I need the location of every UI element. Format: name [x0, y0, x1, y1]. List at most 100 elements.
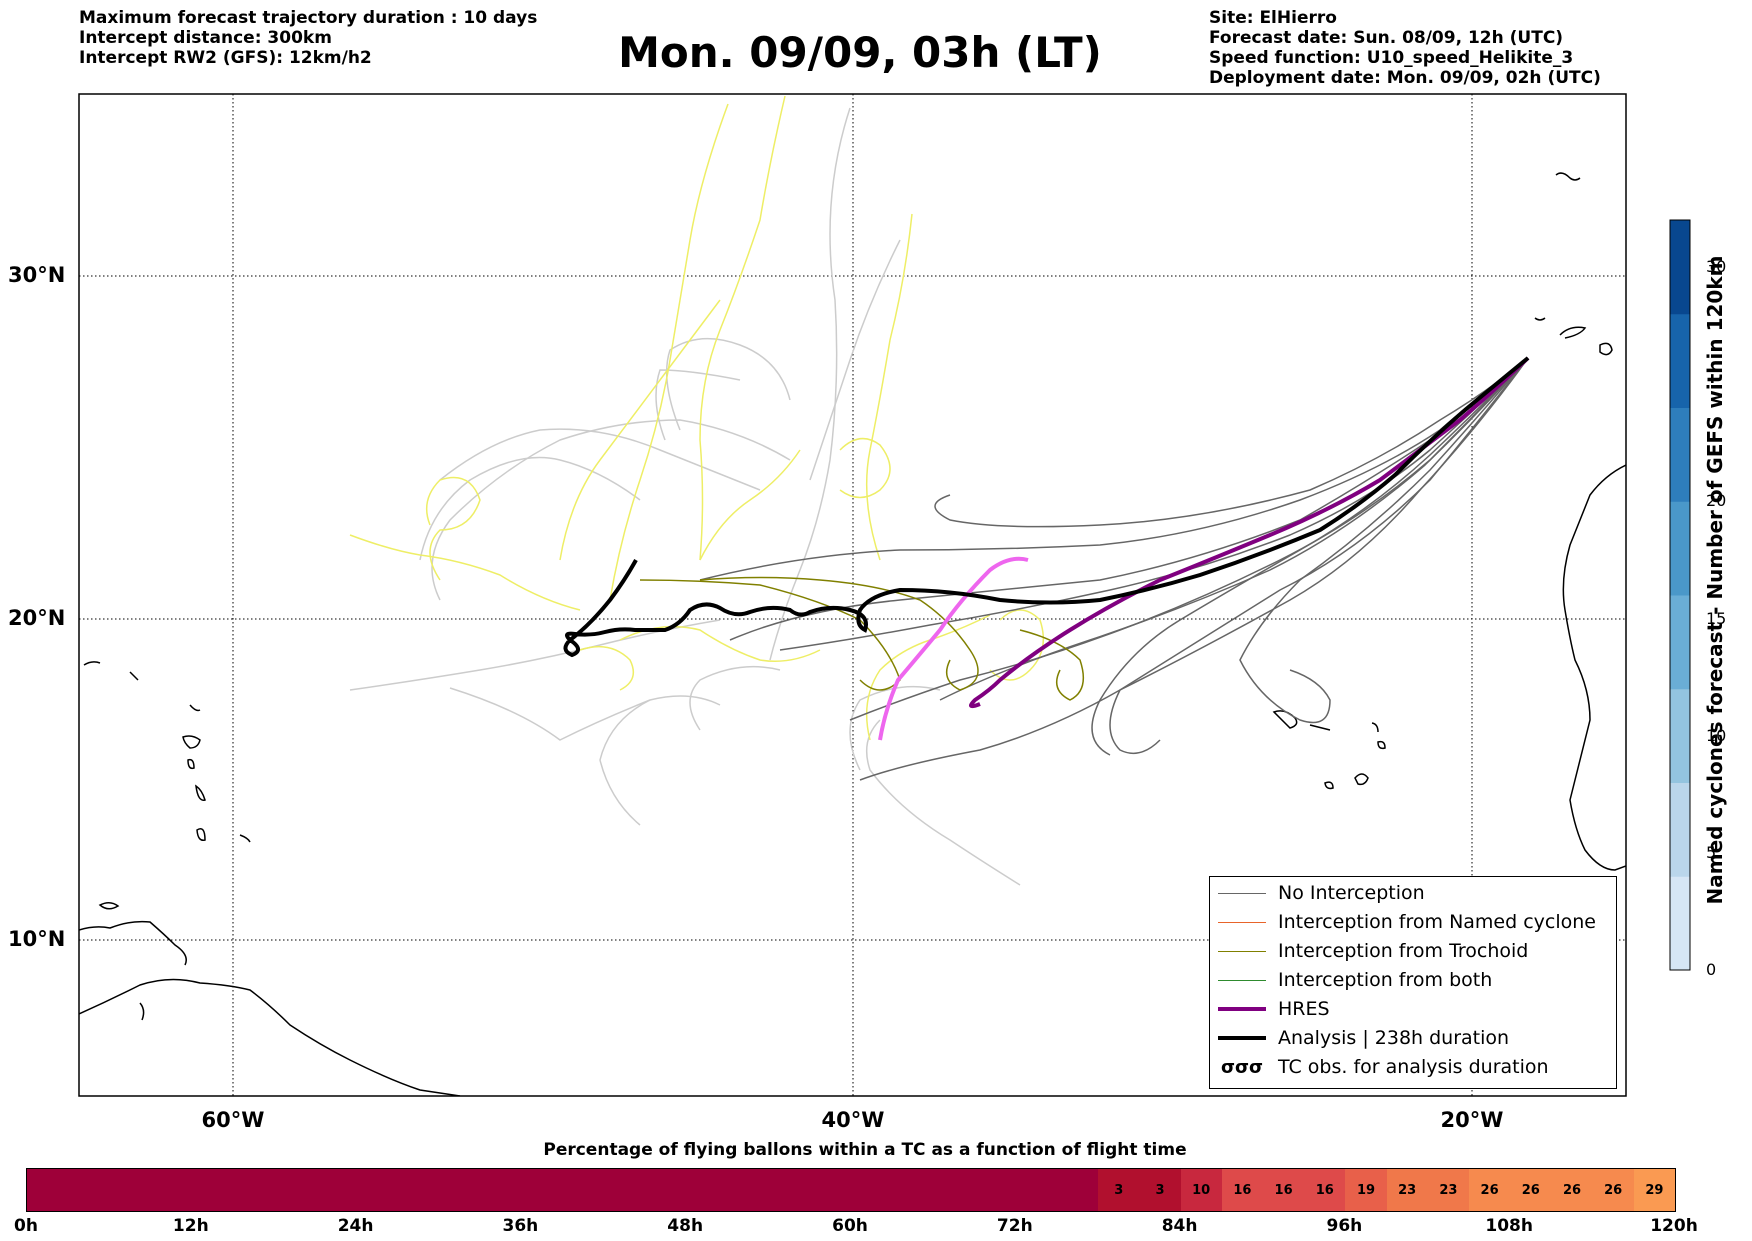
flight-time-tick: 24h	[337, 1216, 374, 1236]
grey-trajectory	[689, 665, 781, 731]
flight-time-tick: 84h	[1161, 1216, 1198, 1236]
legend-item-no-interception: No Interception	[1218, 880, 1425, 906]
flight-time-tick: 36h	[502, 1216, 539, 1236]
coast-islands-south	[98, 902, 145, 1021]
yellow-trajectory	[699, 449, 801, 561]
map-frame	[78, 93, 1627, 1097]
colorbar-label: Named cyclones forecast - Number of GEFS…	[1703, 255, 1727, 905]
flight-time-cell: 29	[1633, 1169, 1675, 1211]
coast-africa	[1562, 464, 1626, 871]
lon-label-20: 20°W	[1440, 1108, 1504, 1132]
flight-time-cell: 23	[1386, 1169, 1428, 1211]
grey-trajectory	[769, 107, 851, 661]
grey-trajectory	[449, 687, 651, 741]
deployment-date-text: Deployment date: Mon. 09/09, 02h (UTC)	[1209, 68, 1601, 88]
yellow-trajectory	[865, 213, 913, 561]
legend-item-trochoid: Interception from Trochoid	[1218, 938, 1528, 964]
colorbar-tick-5: 5	[1706, 843, 1717, 862]
colorbar-segment	[1670, 595, 1690, 690]
tc-symbol-icon: σσσ	[1220, 1056, 1264, 1078]
colorbar-segment	[1670, 313, 1690, 408]
forecast-date-text: Forecast date: Sun. 08/09, 12h (UTC)	[1209, 28, 1564, 48]
no-interception-trajectory	[939, 357, 1529, 701]
colorbar-tick-30: 30	[1706, 257, 1727, 276]
colorbar-tick-20: 20	[1706, 491, 1727, 510]
lat-label-10: 10°N	[8, 927, 66, 951]
flight-time-tick: 72h	[996, 1216, 1033, 1236]
legend-swatch	[1218, 950, 1266, 952]
legend-label: Interception from Trochoid	[1278, 940, 1529, 962]
no-interception-trajectory	[934, 357, 1529, 528]
header-right: Site: ElHierro Forecast date: Sun. 08/09…	[1209, 8, 1601, 88]
coastlines	[79, 172, 1626, 1096]
coast-south-america	[79, 978, 461, 1096]
ensemble-grey-trajectories	[349, 107, 1021, 886]
legend-item-named-cyclone: Interception from Named cyclone	[1218, 909, 1596, 935]
no-interception-trajectory	[1239, 357, 1529, 724]
intercept-rw2-text: Intercept RW2 (GFS): 12km/h2	[79, 48, 372, 68]
yellow-trajectory	[865, 614, 991, 741]
legend-item-tc-obs: σσσ TC obs. for analysis duration	[1218, 1054, 1549, 1080]
yellow-trajectory	[349, 534, 581, 611]
coast-canaries	[1534, 317, 1613, 356]
flight-time-cell: 3	[1098, 1169, 1140, 1211]
legend-swatch	[1218, 921, 1266, 923]
colorbar-segment	[1670, 501, 1690, 596]
grey-trajectory	[431, 419, 791, 601]
coast-portugal-islands	[1555, 172, 1581, 181]
flight-time-tick: 96h	[1326, 1216, 1363, 1236]
lon-label-60: 60°W	[201, 1108, 265, 1132]
flight-time-cell: 26	[1551, 1169, 1593, 1211]
flight-time-tick: 60h	[832, 1216, 868, 1236]
flight-time-cell: 16	[1263, 1169, 1305, 1211]
legend-label: No Interception	[1278, 882, 1425, 904]
legend-swatch	[1218, 979, 1266, 981]
legend-label: Interception from Named cyclone	[1278, 911, 1596, 933]
flight-time-bar: 3 3 10 16 16 16 19 23 23 26 26 26 26 29	[26, 1168, 1676, 1212]
grey-trajectory	[849, 685, 941, 771]
yellow-trajectory	[839, 437, 891, 499]
yellow-trajectory	[559, 299, 721, 561]
grey-trajectory	[419, 456, 641, 561]
legend-item-hres: HRES	[1218, 996, 1330, 1022]
bottom-bar-title: Percentage of flying ballons within a TC…	[543, 1140, 1187, 1160]
colorbar-tick-10: 10	[1706, 726, 1727, 745]
colorbar-segment	[1670, 688, 1690, 783]
flight-time-cell: 23	[1427, 1169, 1469, 1211]
colorbar-frame	[1669, 219, 1691, 971]
lat-label-30: 30°N	[8, 263, 66, 287]
legend-item-analysis: Analysis | 238h duration	[1218, 1025, 1509, 1051]
page-title: Mon. 09/09, 03h (LT)	[618, 28, 1102, 77]
grey-trajectory	[599, 695, 721, 826]
coast-lesser-antilles	[83, 661, 251, 843]
colorbar-segment	[1670, 876, 1690, 971]
colorbar-tick-15: 15	[1706, 609, 1727, 628]
analysis-trajectory	[563, 356, 1530, 658]
flight-time-tick: 12h	[172, 1216, 209, 1236]
flight-time-cell: 16	[1304, 1169, 1346, 1211]
yellow-trajectory	[609, 103, 729, 601]
speed-function-text: Speed function: U10_speed_Helikite_3	[1209, 48, 1574, 68]
intercept-distance-text: Intercept distance: 300km	[79, 28, 332, 48]
flight-time-cell: 19	[1345, 1169, 1387, 1211]
grey-trajectory	[809, 239, 901, 481]
lon-label-40: 40°W	[821, 1108, 885, 1132]
legend-swatch	[1218, 1007, 1266, 1011]
flight-time-tick: 108h	[1485, 1216, 1533, 1236]
legend-swatch	[1218, 1036, 1266, 1040]
flight-time-cell: 26	[1510, 1169, 1552, 1211]
yellow-trajectory	[579, 645, 635, 691]
legend-label: Analysis | 238h duration	[1278, 1027, 1510, 1049]
colorbar-segment	[1670, 220, 1690, 315]
flight-time-tick: 0h	[14, 1216, 38, 1236]
header-left: Maximum forecast trajectory duration : 1…	[79, 8, 537, 68]
flight-time-cell: 16	[1221, 1169, 1263, 1211]
map-legend: No Interception Interception from Named …	[1209, 876, 1617, 1089]
coast-venezuela	[79, 920, 187, 966]
yellow-trajectory	[425, 476, 481, 581]
yellow-trajectory	[699, 95, 786, 561]
flight-time-tick: 120h	[1650, 1216, 1698, 1236]
legend-label: TC obs. for analysis duration	[1278, 1056, 1549, 1078]
grey-trajectory	[865, 719, 1021, 886]
flight-time-cell: 3	[1139, 1169, 1181, 1211]
